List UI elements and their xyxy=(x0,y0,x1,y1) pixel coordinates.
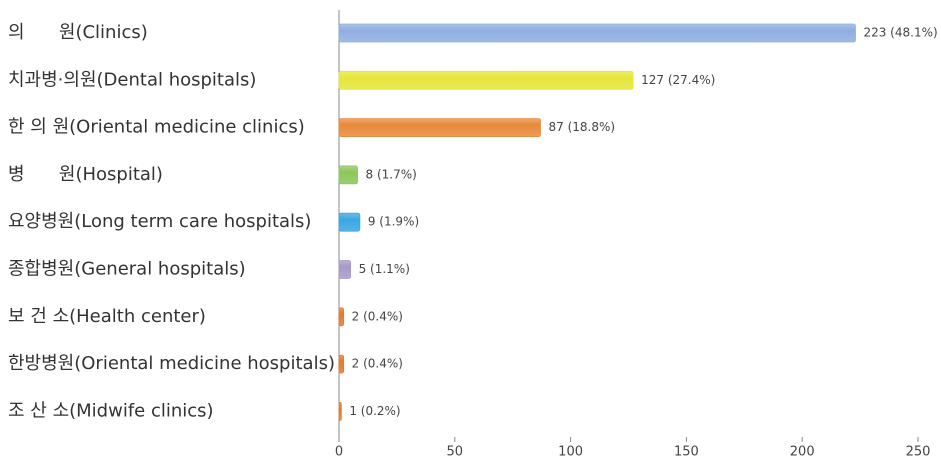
x-tick-label: 200 xyxy=(790,445,815,460)
x-tick-label: 250 xyxy=(906,445,931,460)
value-label: 223 (48.1%) xyxy=(863,26,937,40)
value-label: 87 (18.8%) xyxy=(548,120,615,134)
value-label: 127 (27.4%) xyxy=(641,73,715,87)
category-label: 치과병·의원(Dental hospitals) xyxy=(8,69,256,90)
category-label: 종합병원(General hospitals) xyxy=(8,259,246,280)
category-label: 보 건 소(Health center) xyxy=(8,306,206,327)
x-tick-label: 150 xyxy=(674,445,699,460)
category-label: 의 원(Clinics) xyxy=(8,22,148,43)
bar xyxy=(338,307,345,327)
bar xyxy=(338,70,634,90)
bar xyxy=(338,260,351,279)
x-tick-label: 0 xyxy=(335,445,343,460)
bar xyxy=(338,354,345,374)
value-label: 2 (0.4%) xyxy=(352,357,403,371)
category-label: 한방병원(Oriental medicine hospitals) xyxy=(8,353,335,374)
category-label: 조 산 소(Midwife clinics) xyxy=(8,400,214,421)
bar xyxy=(338,118,541,137)
value-label: 1 (0.2%) xyxy=(349,404,400,418)
x-tick-label: 100 xyxy=(558,445,583,460)
x-tick-label: 50 xyxy=(447,445,464,460)
category-label: 요양병원(Long term care hospitals) xyxy=(8,211,311,232)
bar xyxy=(338,165,358,185)
value-label: 8 (1.7%) xyxy=(366,167,417,181)
category-label: 한 의 원(Oriental medicine clinics) xyxy=(8,117,305,138)
value-label: 9 (1.9%) xyxy=(368,215,419,229)
value-label: 2 (0.4%) xyxy=(352,309,403,323)
bar xyxy=(338,23,856,43)
bar xyxy=(338,401,342,421)
category-label: 병 원(Hospital) xyxy=(8,164,163,185)
bar xyxy=(338,212,361,232)
value-label: 5 (1.1%) xyxy=(359,262,410,276)
